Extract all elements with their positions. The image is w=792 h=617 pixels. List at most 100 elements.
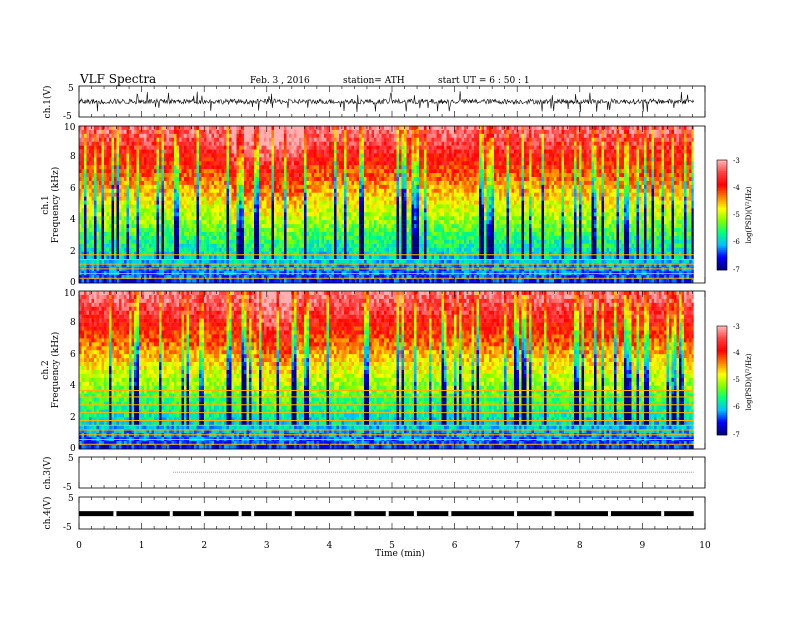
spectrogram-cell [271, 157, 275, 162]
spectrogram-cell [376, 224, 380, 229]
spectrogram-cell [369, 216, 372, 221]
spectrogram-cell [289, 133, 292, 138]
spectrogram-cell [319, 279, 322, 284]
spectrogram-cell [211, 177, 215, 182]
spectrogram-cell [126, 180, 130, 186]
spectrogram-cell [144, 161, 147, 166]
spectrogram-cell [254, 133, 257, 138]
spectrogram-cell [199, 239, 202, 244]
spectrogram-cell [131, 180, 135, 186]
spectrogram-cell [364, 153, 367, 158]
spectrogram-cell [219, 157, 222, 162]
spectrogram-cell [191, 161, 195, 166]
spectrogram-cell [194, 259, 197, 264]
spectrogram-cell [264, 204, 267, 209]
spectrogram-cell [264, 133, 267, 138]
spectrogram-cell [234, 243, 237, 248]
spectrogram-cell [304, 133, 307, 138]
spectrogram-cell [216, 220, 220, 225]
spectrogram-cell [216, 133, 220, 138]
spectrogram-cell [114, 216, 117, 221]
spectrogram-cell [141, 224, 145, 229]
spectrogram-cell [369, 220, 372, 225]
spectrogram-cell [304, 247, 307, 252]
spectrogram-cell [179, 177, 182, 182]
spectrogram-cell [136, 165, 140, 170]
spectrogram-cell [201, 216, 205, 221]
spectrogram-cell [179, 153, 182, 158]
spectrogram-cell [79, 126, 82, 131]
spectrogram-cell [314, 208, 317, 213]
spectrogram-cell [161, 169, 165, 174]
spectrogram-cell [334, 153, 337, 158]
spectrogram-cell [116, 239, 120, 244]
spectrogram-cell [356, 184, 360, 190]
spectrogram-cell [184, 216, 187, 221]
spectrogram-cell [249, 192, 252, 197]
spectrogram-cell [99, 196, 102, 201]
spectrogram-cell [381, 149, 385, 154]
spectrogram-cell [289, 212, 292, 217]
spectrogram-cell [316, 275, 320, 280]
spectrogram-cell [349, 255, 352, 260]
spectrogram-cell [326, 173, 330, 178]
spectrogram-cell [149, 243, 152, 248]
spectrogram-cell [236, 177, 240, 182]
spectrogram-cell [191, 157, 195, 162]
spectrogram-cell [361, 220, 365, 225]
spectrogram-cell [371, 239, 375, 244]
spectrogram-cell [286, 239, 290, 244]
spectrogram-cell [336, 228, 340, 233]
spectrogram-cell [346, 129, 350, 135]
spectrogram-cell [221, 153, 225, 158]
spectrogram-cell [116, 200, 120, 205]
spectrogram-cell [279, 153, 282, 158]
spectrogram-cell [194, 212, 197, 217]
spectrogram-cell [199, 145, 202, 150]
spectrogram-cell [104, 177, 107, 182]
spectrogram-cell [144, 126, 147, 131]
spectrogram-cell [256, 161, 260, 166]
spectrogram-cell [156, 184, 160, 190]
spectrogram-cell [134, 228, 137, 233]
spectrogram-cell [99, 216, 102, 221]
spectrogram-cell [356, 133, 360, 138]
spectrogram-cell [241, 126, 245, 131]
spectrogram-cell [226, 259, 230, 264]
spectrogram-cell [146, 157, 150, 162]
spectrogram-cell [171, 228, 175, 233]
spectrogram-cell [271, 145, 275, 150]
spectrogram-cell [371, 133, 375, 138]
spectrogram-cell [276, 224, 280, 229]
spectrogram-cell [261, 228, 265, 233]
spectrogram-cell [169, 208, 172, 213]
spectrogram-cell [359, 216, 362, 221]
spectrogram-cell [174, 220, 177, 225]
spectrogram-cell [356, 177, 360, 182]
spectrogram-cell [204, 149, 207, 154]
spectrogram-cell [186, 243, 190, 248]
spectrogram-cell [204, 129, 207, 135]
spectrogram-cell [376, 169, 380, 174]
spectrogram-cell [374, 149, 377, 154]
spectrogram-cell [116, 161, 120, 166]
spectrogram-cell [329, 141, 332, 146]
spectrogram-cell [241, 196, 245, 201]
spectrogram-cell [384, 129, 387, 135]
spectrogram-cell [259, 259, 262, 264]
spectrogram-cell [196, 157, 200, 162]
spectrogram-cell [219, 153, 222, 158]
spectrogram-cell [386, 192, 390, 197]
spectrogram-cell [176, 129, 180, 135]
spectrogram-cell [326, 200, 330, 205]
spectrogram-cell [296, 184, 300, 190]
spectrogram-cell [221, 279, 225, 284]
spectrogram-cell [356, 157, 360, 162]
spectrogram-cell [321, 137, 325, 142]
spectrogram-cell [311, 243, 315, 248]
spectrogram-cell [336, 235, 340, 241]
spectrogram-cell [119, 279, 122, 284]
spectrogram-cell [114, 188, 117, 193]
spectrogram-cell [206, 161, 210, 166]
spectrogram-cell [159, 177, 162, 182]
